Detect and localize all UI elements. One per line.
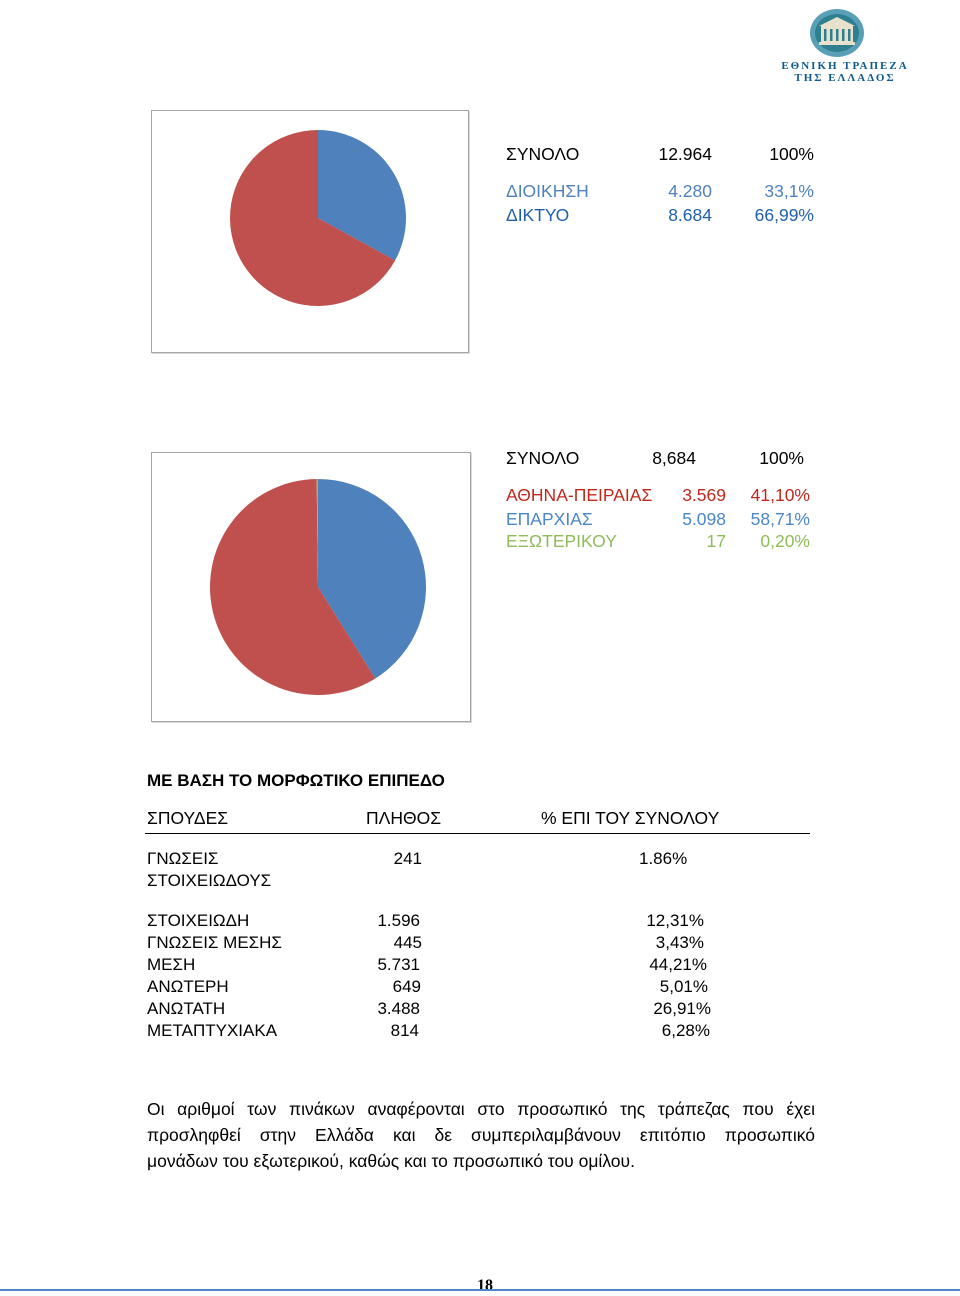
row-label: ΓΝΩΣΕΙΣ ΜΕΣΗΣ bbox=[147, 933, 282, 952]
row-label: ΣΤΟΙΧΕΙΩΔΗ bbox=[147, 911, 250, 930]
footnote-line: Οι αριθμοί των πινάκων αναφέρονται στο π… bbox=[147, 1099, 815, 1119]
row-count: 649 bbox=[392, 977, 421, 996]
pie-slice-δικτυο bbox=[230, 130, 396, 306]
legend-2-total-count: 8,684 bbox=[652, 448, 696, 468]
page-number: 18 bbox=[477, 1277, 493, 1294]
pie-chart-2 bbox=[210, 479, 426, 695]
logo-line-2: ΤΗΣ ΕΛΛΑΔΟΣ bbox=[794, 72, 896, 84]
footnote-line: προσληφθεί στην Ελλάδα και δε συμπεριλαμ… bbox=[147, 1125, 815, 1145]
column-header-count: ΠΛΗΘΟΣ bbox=[366, 808, 442, 828]
row-percent: 44,21% bbox=[649, 955, 707, 974]
legend-2-row-pct: 41,10% bbox=[750, 485, 810, 505]
row-label: ΑΝΩΤΕΡΗ bbox=[147, 977, 229, 996]
footnote-line: μονάδων του εξωτερικού, καθώς και το προ… bbox=[147, 1151, 635, 1171]
row-percent: 1.86% bbox=[639, 849, 688, 868]
bank-building-emblem-icon bbox=[810, 9, 864, 57]
legend-1-row-count: 8.684 bbox=[668, 205, 712, 225]
legend-2-row-count: 5.098 bbox=[682, 509, 726, 529]
pie-chart-1 bbox=[230, 130, 406, 306]
row-percent: 3,43% bbox=[655, 933, 704, 952]
row-count: 5.731 bbox=[377, 955, 420, 974]
row-count: 241 bbox=[393, 849, 422, 868]
row-label: ΑΝΩΤΑΤΗ bbox=[147, 999, 226, 1018]
legend-1-row-pct: 33,1% bbox=[764, 181, 814, 201]
bank-logo: ΕΘΝΙΚΗ ΤΡΑΠΕΖΑ ΤΗΣ ΕΛΛΑΔΟΣ bbox=[775, 6, 915, 84]
legend-1-row-label: ΔΙΟΙΚΗΣΗ bbox=[506, 181, 589, 201]
row-percent: 26,91% bbox=[653, 999, 711, 1018]
education-section-title: ΜΕ ΒΑΣΗ ΤΟ ΜΟΡΦΩΤΙΚΟ ΕΠΙΠΕΔΟ bbox=[147, 771, 445, 790]
legend-1-row-pct: 66,99% bbox=[754, 205, 814, 225]
footnote-paragraph: Οι αριθμοί των πινάκων αναφέρονται στο π… bbox=[147, 1096, 815, 1174]
legend-1-total-pct: 100% bbox=[769, 144, 814, 164]
legend-2-total-pct: 100% bbox=[759, 448, 804, 468]
row-percent: 6,28% bbox=[661, 1021, 710, 1040]
row-percent: 12,31% bbox=[646, 911, 704, 930]
header-divider bbox=[145, 833, 810, 834]
row-label: ΓΝΩΣΕΙΣ bbox=[147, 849, 219, 868]
legend-2-row-label: ΑΘΗΝΑ-ΠΕΙΡΑΙΑΣ bbox=[506, 485, 653, 505]
row-count: 445 bbox=[393, 933, 422, 952]
row-count: 814 bbox=[390, 1021, 419, 1040]
column-header-studies: ΣΠΟΥΔΕΣ bbox=[147, 808, 229, 828]
pie-slice-διοικηση bbox=[318, 130, 406, 261]
logo-line-1: ΕΘΝΙΚΗ ΤΡΑΠΕΖΑ bbox=[781, 60, 909, 72]
legend-1-total-count: 12.964 bbox=[658, 144, 712, 164]
legend-2-row-pct: 58,71% bbox=[750, 509, 810, 529]
legend-2-row-label: ΕΞΩΤΕΡΙΚΟΥ bbox=[506, 531, 617, 551]
chart-1-frame bbox=[151, 110, 469, 353]
legend-1-row-count: 4.280 bbox=[668, 181, 712, 201]
legend-1-row-label: ΔΙΚΤΥΟ bbox=[506, 205, 570, 225]
footer-rule bbox=[0, 1289, 960, 1291]
pie-slice-εξωτερικου bbox=[316, 479, 318, 587]
pie-slice-αθηνα-πειραιας bbox=[318, 479, 426, 679]
row-percent: 5,01% bbox=[659, 977, 708, 996]
column-header-percent: % ΕΠΙ ΤΟΥ ΣΥΝΟΛΟΥ bbox=[541, 808, 720, 828]
row-label: ΜΕΤΑΠΤΥΧΙΑΚΑ bbox=[147, 1021, 278, 1040]
pie-slice-επαρχιας bbox=[210, 479, 376, 695]
legend-2-row-label: ΕΠΑΡΧΙΑΣ bbox=[506, 509, 593, 529]
legend-1-total-label: ΣΥΝΟΛΟ bbox=[506, 144, 580, 164]
row-label-continued: ΣΤΟΙΧΕΙΩΔΟΥΣ bbox=[147, 871, 272, 890]
legend-2-total-label: ΣΥΝΟΛΟ bbox=[506, 448, 580, 468]
legend-2-row-count: 17 bbox=[706, 531, 726, 551]
legend-2-row-count: 3.569 bbox=[682, 485, 726, 505]
row-count: 1.596 bbox=[377, 911, 420, 930]
chart-2-frame bbox=[151, 452, 471, 722]
legend-2-row-pct: 0,20% bbox=[760, 531, 810, 551]
row-label: ΜΕΣΗ bbox=[147, 955, 196, 974]
row-count: 3.488 bbox=[377, 999, 420, 1018]
